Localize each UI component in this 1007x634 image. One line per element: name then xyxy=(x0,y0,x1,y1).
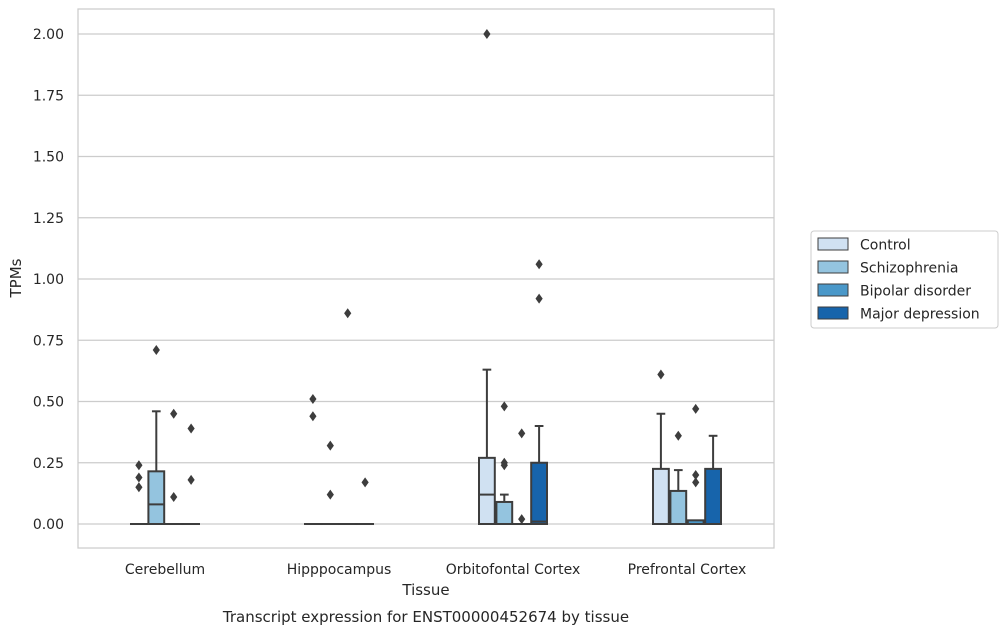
legend-frame xyxy=(810,230,999,329)
outlier-point xyxy=(500,401,508,412)
box-bipolar-disorder xyxy=(164,408,183,526)
outlier-point xyxy=(657,369,665,380)
y-tick-label: 1.50 xyxy=(33,150,64,166)
outlier-point xyxy=(326,489,334,500)
outlier-point xyxy=(135,482,143,493)
y-gridlines xyxy=(78,33,774,525)
legend-swatch xyxy=(817,306,849,320)
outlier-point xyxy=(692,403,700,414)
box-iqr xyxy=(147,470,166,526)
legend: Control Schizophrenia Bipolar disorder Majo… xyxy=(810,230,999,329)
outlier-point xyxy=(187,423,195,434)
legend-swatch xyxy=(817,237,849,251)
box-major-depression xyxy=(182,423,200,526)
box-iqr xyxy=(669,489,688,525)
outlier-point xyxy=(170,408,178,419)
x-tick-label: Prefrontal Cortex xyxy=(628,562,747,578)
box-bipolar-disorder xyxy=(512,428,531,526)
outlier-point xyxy=(674,430,682,441)
box-bipolar-disorder xyxy=(338,308,357,526)
outlier-point xyxy=(535,293,543,304)
outlier-point xyxy=(187,474,195,485)
outlier-point xyxy=(692,477,700,488)
outlier-point xyxy=(361,477,369,488)
box-major-depression xyxy=(356,477,375,526)
box-major-depression xyxy=(530,259,549,525)
box-schizophrenia xyxy=(321,440,340,526)
y-tick-label: 1.75 xyxy=(33,88,64,104)
x-axis-label: Tissue xyxy=(401,581,449,599)
box-control xyxy=(304,394,322,526)
x-tick-label: Orbitofontal Cortex xyxy=(446,562,581,578)
outlier-point xyxy=(500,457,508,468)
outlier-point xyxy=(152,345,160,356)
outlier-point xyxy=(309,411,317,422)
outlier-point xyxy=(518,514,526,525)
legend-label: Major depression xyxy=(860,307,980,323)
y-tick-label: 2.00 xyxy=(33,27,64,43)
legend-label: Schizophrenia xyxy=(860,261,958,277)
box-iqr xyxy=(704,467,723,525)
outlier-point xyxy=(135,472,143,483)
outlier-point xyxy=(170,492,178,503)
box-control xyxy=(478,29,496,526)
y-tick-label: 0.25 xyxy=(33,456,64,472)
y-tick-label: 1.00 xyxy=(33,272,64,288)
legend-swatch xyxy=(817,283,849,297)
outlier-point xyxy=(309,394,317,405)
outlier-point xyxy=(483,29,491,39)
box-series xyxy=(130,29,723,526)
outlier-point xyxy=(326,440,334,451)
outlier-point xyxy=(518,428,526,439)
plot-frame xyxy=(77,8,775,549)
y-tick-labels: 0.00 0.25 0.50 0.75 1.00 1.25 1.50 1.75 2.00 xyxy=(33,27,64,533)
box-iqr xyxy=(652,467,670,525)
legend-label: Control xyxy=(860,238,911,254)
x-tick-label: Hipppocampus xyxy=(287,562,392,578)
box-bipolar-disorder xyxy=(686,403,705,526)
box-schizophrenia xyxy=(495,401,514,526)
outlier-point xyxy=(344,308,352,319)
y-tick-label: 0.00 xyxy=(33,517,64,533)
x-tick-label: Cerebellum xyxy=(125,562,205,578)
box-iqr xyxy=(530,461,549,525)
outlier-point xyxy=(535,259,543,270)
y-tick-label: 0.75 xyxy=(33,333,64,349)
outlier-point xyxy=(135,460,143,471)
chart-caption: Transcript expression for ENST0000045267… xyxy=(222,608,629,626)
legend-label: Bipolar disorder xyxy=(860,284,971,300)
outlier-point xyxy=(692,470,700,480)
box-iqr xyxy=(495,500,514,526)
box-iqr xyxy=(478,456,496,526)
box-schizophrenia xyxy=(147,345,166,526)
y-axis-label: TPMs xyxy=(7,258,25,298)
box-schizophrenia xyxy=(669,430,688,525)
box-major-depression xyxy=(704,434,723,525)
y-tick-label: 0.50 xyxy=(33,395,64,411)
y-tick-label: 1.25 xyxy=(33,211,64,227)
x-tick-labels: Cerebellum Hipppocampus Orbitofontal Corte… xyxy=(125,562,746,578)
legend-swatch xyxy=(817,260,849,274)
box-control xyxy=(652,369,670,525)
box-control xyxy=(130,460,148,526)
